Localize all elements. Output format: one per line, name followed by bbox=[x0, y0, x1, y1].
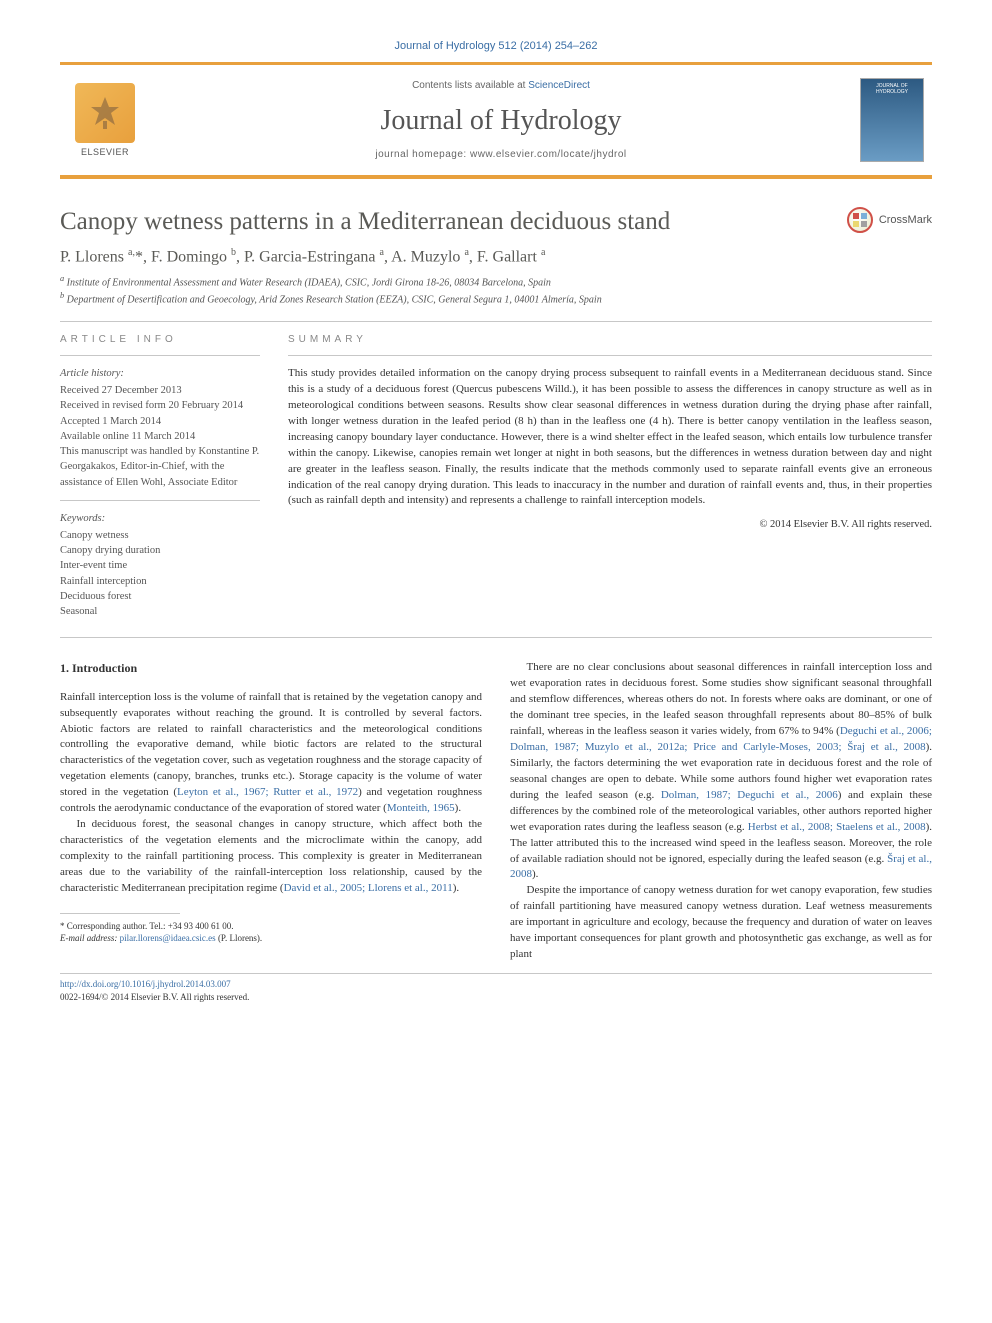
email-link[interactable]: pilar.llorens@idaea.csic.es bbox=[120, 933, 216, 943]
issn-copyright: 0022-1694/© 2014 Elsevier B.V. All right… bbox=[60, 991, 932, 1004]
crossmark-icon bbox=[847, 207, 873, 233]
sciencedirect-link[interactable]: ScienceDirect bbox=[528, 80, 590, 91]
body-para: In deciduous forest, the seasonal change… bbox=[60, 817, 482, 897]
publisher-name: ELSEVIER bbox=[81, 147, 129, 157]
keyword: Rainfall interception bbox=[60, 574, 260, 589]
crossmark-label: CrossMark bbox=[879, 214, 932, 226]
article-info-label: ARTICLE INFO bbox=[60, 334, 260, 345]
divider bbox=[60, 500, 260, 501]
corresponding-author: * Corresponding author. Tel.: +34 93 400… bbox=[60, 920, 482, 933]
history-label: Article history: bbox=[60, 366, 260, 381]
authors-line: P. Llorens a,*, F. Domingo b, P. Garcia-… bbox=[60, 247, 932, 266]
footnotes: * Corresponding author. Tel.: +34 93 400… bbox=[60, 920, 482, 945]
divider bbox=[60, 321, 932, 322]
citation-link[interactable]: Herbst et al., 2008; Staelens et al., 20… bbox=[748, 821, 926, 833]
summary-column: SUMMARY This study provides detailed inf… bbox=[288, 334, 932, 619]
body-columns: 1. Introduction Rainfall interception lo… bbox=[60, 660, 932, 963]
history-item: This manuscript was handled by Konstanti… bbox=[60, 444, 260, 490]
intro-heading: 1. Introduction bbox=[60, 660, 482, 677]
header-center: Contents lists available at ScienceDirec… bbox=[150, 65, 852, 175]
citation-link[interactable]: Monteith, 1965 bbox=[387, 802, 455, 814]
keyword: Seasonal bbox=[60, 604, 260, 619]
affiliation-b: b Department of Desertification and Geoe… bbox=[60, 291, 932, 305]
footnote-divider bbox=[60, 913, 180, 914]
journal-cover-thumb: JOURNAL OF HYDROLOGY bbox=[852, 65, 932, 175]
journal-header: ELSEVIER Contents lists available at Sci… bbox=[60, 62, 932, 179]
affiliations: a Institute of Environmental Assessment … bbox=[60, 274, 932, 305]
divider bbox=[60, 973, 932, 974]
contents-prefix: Contents lists available at bbox=[412, 80, 528, 91]
divider bbox=[288, 355, 932, 356]
citation-line: Journal of Hydrology 512 (2014) 254–262 bbox=[60, 40, 932, 52]
journal-name: Journal of Hydrology bbox=[160, 105, 842, 137]
citation-link[interactable]: Leyton et al., 1967; Rutter et al., 1972 bbox=[177, 786, 358, 798]
summary-copyright: © 2014 Elsevier B.V. All rights reserved… bbox=[288, 519, 932, 530]
article-info-column: ARTICLE INFO Article history: Received 2… bbox=[60, 334, 260, 619]
body-para: Rainfall interception loss is the volume… bbox=[60, 690, 482, 818]
keyword: Canopy drying duration bbox=[60, 543, 260, 558]
doi-link[interactable]: http://dx.doi.org/10.1016/j.jhydrol.2014… bbox=[60, 979, 231, 989]
contents-list-line: Contents lists available at ScienceDirec… bbox=[160, 80, 842, 91]
divider bbox=[60, 355, 260, 356]
article-title: Canopy wetness patterns in a Mediterrane… bbox=[60, 207, 670, 237]
body-para: There are no clear conclusions about sea… bbox=[510, 660, 932, 883]
keyword: Inter-event time bbox=[60, 558, 260, 573]
history-item: Available online 11 March 2014 bbox=[60, 429, 260, 444]
journal-cover-image: JOURNAL OF HYDROLOGY bbox=[860, 78, 924, 162]
journal-homepage: journal homepage: www.elsevier.com/locat… bbox=[160, 149, 842, 160]
summary-text: This study provides detailed information… bbox=[288, 366, 932, 509]
affiliation-a: a Institute of Environmental Assessment … bbox=[60, 274, 932, 288]
history-item: Accepted 1 March 2014 bbox=[60, 414, 260, 429]
keyword: Canopy wetness bbox=[60, 528, 260, 543]
history-item: Received 27 December 2013 bbox=[60, 383, 260, 398]
homepage-url: www.elsevier.com/locate/jhydrol bbox=[470, 149, 627, 160]
keyword: Deciduous forest bbox=[60, 589, 260, 604]
keywords-label: Keywords: bbox=[60, 511, 260, 526]
citation-link[interactable]: Dolman, 1987; Deguchi et al., 2006 bbox=[661, 789, 838, 801]
publisher-logo: ELSEVIER bbox=[60, 65, 150, 175]
elsevier-tree-icon bbox=[75, 83, 135, 143]
summary-label: SUMMARY bbox=[288, 334, 932, 345]
email-line: E-mail address: pilar.llorens@idaea.csic… bbox=[60, 932, 482, 945]
history-item: Received in revised form 20 February 201… bbox=[60, 398, 260, 413]
body-col-left: 1. Introduction Rainfall interception lo… bbox=[60, 660, 482, 963]
homepage-prefix: journal homepage: bbox=[375, 149, 470, 160]
divider bbox=[60, 637, 932, 638]
citation-link[interactable]: David et al., 2005; Llorens et al., 2011 bbox=[284, 882, 453, 894]
body-col-right: There are no clear conclusions about sea… bbox=[510, 660, 932, 963]
body-para: Despite the importance of canopy wetness… bbox=[510, 883, 932, 963]
doi-block: http://dx.doi.org/10.1016/j.jhydrol.2014… bbox=[60, 978, 932, 1003]
crossmark-badge[interactable]: CrossMark bbox=[847, 207, 932, 233]
